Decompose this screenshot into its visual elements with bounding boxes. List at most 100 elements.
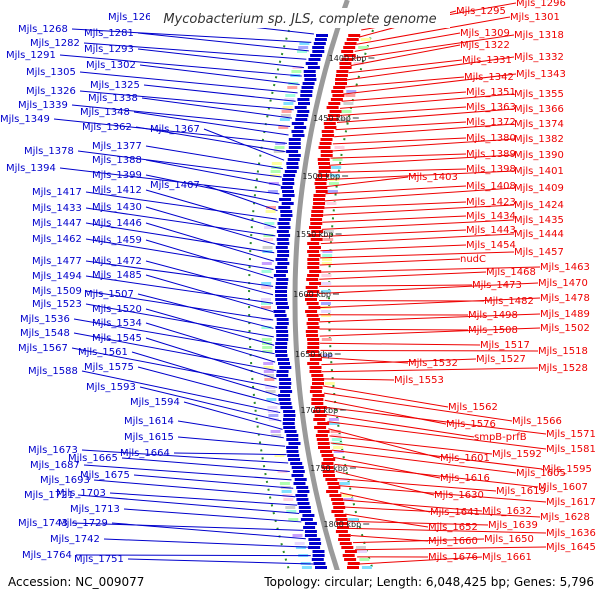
gene-label-mjls_1520[interactable]: Mjls_1520 (92, 304, 142, 315)
gene-label-mjls_1459[interactable]: Mjls_1459 (92, 235, 142, 246)
gene-label-mjls_1403[interactable]: Mjls_1403 (408, 172, 458, 183)
gene-label-mjls_1477[interactable]: Mjls_1477 (32, 256, 82, 267)
gene-label-mjls_1562[interactable]: Mjls_1562 (448, 402, 498, 413)
gene-label-mjls_1430[interactable]: Mjls_1430 (92, 202, 142, 213)
gene-label-mjls_1478[interactable]: Mjls_1478 (540, 293, 590, 304)
gene-label-mjls_1664[interactable]: Mjls_1664 (120, 448, 170, 459)
gene-label-mjls_1518[interactable]: Mjls_1518 (538, 346, 588, 357)
gene-label-mjls_1399[interactable]: Mjls_1399 (92, 170, 142, 181)
gene-label-mjls_1508[interactable]: Mjls_1508 (468, 325, 518, 336)
gene-label-mjls_1571[interactable]: Mjls_1571 (546, 429, 596, 440)
gene-label-mjls_1349[interactable]: Mjls_1349 (0, 114, 50, 125)
gene-label-mjls_1588[interactable]: Mjls_1588 (28, 366, 78, 377)
gene-label-mjls_1281[interactable]: Mjls_1281 (84, 28, 134, 39)
gene-label-mjls_1343[interactable]: Mjls_1343 (516, 69, 566, 80)
gene-label-mjls_1561[interactable]: Mjls_1561 (78, 347, 128, 358)
gene-label-mjls_1764[interactable]: Mjls_1764 (22, 550, 72, 561)
gene-label-mjls_1470[interactable]: Mjls_1470 (538, 278, 588, 289)
gene-label-mjls_1366[interactable]: Mjls_1366 (514, 104, 564, 115)
gene-label-mjls_1291[interactable]: Mjls_1291 (6, 50, 56, 61)
gene-label-mjls_1318[interactable]: Mjls_1318 (514, 30, 564, 41)
gene-label-mjls_1650[interactable]: Mjls_1650 (484, 534, 534, 545)
gene-label-mjls_1523[interactable]: Mjls_1523 (32, 299, 82, 310)
gene-label-mjls_1408[interactable]: Mjls_1408 (466, 181, 516, 192)
gene-label-mjls_1534[interactable]: Mjls_1534 (92, 318, 142, 329)
gene-label-mjls_1394[interactable]: Mjls_1394 (6, 163, 56, 174)
gene-label-mjls_1409[interactable]: Mjls_1409 (514, 183, 564, 194)
gene-label-mjls_1665[interactable]: Mjls_1665 (68, 453, 118, 464)
gene-label-mjls_1398[interactable]: Mjls_1398 (466, 164, 516, 175)
gene-label-mjls_1742[interactable]: Mjls_1742 (50, 534, 100, 545)
gene-label-mjls_1331[interactable]: Mjls_1331 (462, 55, 512, 66)
gene-label-mjls_1348[interactable]: Mjls_1348 (80, 107, 130, 118)
gene-label-mjls_1729[interactable]: Mjls_1729 (58, 518, 108, 529)
gene-label-mjls_1527[interactable]: Mjls_1527 (476, 354, 526, 365)
gene-label-mjls_1363[interactable]: Mjls_1363 (466, 102, 516, 113)
gene-label-mjls_1282[interactable]: Mjls_1282 (30, 38, 80, 49)
gene-label-mjls_1301[interactable]: Mjls_1301 (510, 12, 560, 23)
gene-label-mjls_1374[interactable]: Mjls_1374 (514, 119, 564, 130)
gene-label-mjls_1614[interactable]: Mjls_1614 (124, 416, 174, 427)
gene-label-mjls_1473[interactable]: Mjls_1473 (472, 280, 522, 291)
gene-label-nudc[interactable]: nudC (460, 254, 486, 265)
gene-label-mjls_1703[interactable]: Mjls_1703 (56, 488, 106, 499)
gene-label-mjls_1380[interactable]: Mjls_1380 (466, 133, 516, 144)
gene-label-mjls_1532[interactable]: Mjls_1532 (408, 358, 458, 369)
gene-label-mjls_1407[interactable]: Mjls_1407 (150, 180, 200, 191)
gene-label-mjls_1576[interactable]: Mjls_1576 (446, 419, 496, 430)
gene-label-mjls_1417[interactable]: Mjls_1417 (32, 187, 82, 198)
gene-label-mjls_1687[interactable]: Mjls_1687 (30, 460, 80, 471)
gene-label-mjls_1325[interactable]: Mjls_1325 (90, 80, 140, 91)
gene-label-mjls_1463[interactable]: Mjls_1463 (540, 262, 590, 273)
gene-label-mjls_1362[interactable]: Mjls_1362 (82, 122, 132, 133)
gene-label-mjls_1566[interactable]: Mjls_1566 (512, 416, 562, 427)
gene-label-mjls_1322[interactable]: Mjls_1322 (460, 40, 510, 51)
gene-label-mjls_1615[interactable]: Mjls_1615 (124, 432, 174, 443)
gene-label-mjls_1339[interactable]: Mjls_1339 (18, 100, 68, 111)
gene-label-mjls_1593[interactable]: Mjls_1593 (86, 382, 136, 393)
gene-label-mjls_1482[interactable]: Mjls_1482 (484, 296, 534, 307)
gene-label-mjls_1636[interactable]: Mjls_1636 (546, 528, 596, 539)
gene-label-mjls_1355[interactable]: Mjls_1355 (514, 89, 564, 100)
gene-label-mjls_1296[interactable]: Mjls_1296 (516, 0, 566, 9)
gene-label-mjls_1673[interactable]: Mjls_1673 (28, 445, 78, 456)
gene-label-mjls_1457[interactable]: Mjls_1457 (514, 247, 564, 258)
gene-label-mjls_1575[interactable]: Mjls_1575 (84, 362, 134, 373)
gene-label-mjls_1444[interactable]: Mjls_1444 (514, 229, 564, 240)
gene-label-mjls_1601[interactable]: Mjls_1601 (440, 453, 490, 464)
gene-label-mjls_1454[interactable]: Mjls_1454 (466, 240, 516, 251)
gene-label-mjls_1424[interactable]: Mjls_1424 (514, 200, 564, 211)
gene-label-mjls_1641[interactable]: Mjls_1641 (430, 507, 480, 518)
gene-label-mjls_1595[interactable]: Mjls_1595 (542, 464, 592, 475)
gene-label-mjls_1338[interactable]: Mjls_1338 (88, 93, 138, 104)
gene-label-mjls_1507[interactable]: Mjls_1507 (84, 289, 134, 300)
gene-label-mjls_1567[interactable]: Mjls_1567 (18, 343, 68, 354)
gene-label-mjls_1721[interactable]: Mjls_1721 (24, 490, 74, 501)
gene-label-mjls_1693[interactable]: Mjls_1693 (40, 475, 90, 486)
gene-label-mjls_1619[interactable]: Mjls_1619 (496, 486, 546, 497)
gene-label-mjls_1372[interactable]: Mjls_1372 (466, 117, 516, 128)
gene-label-mjls_1502[interactable]: Mjls_1502 (540, 323, 590, 334)
gene-label-mjls_1661[interactable]: Mjls_1661 (482, 552, 532, 563)
gene-label-mjls_1434[interactable]: Mjls_1434 (466, 211, 516, 222)
gene-label-mjls_1433[interactable]: Mjls_1433 (32, 203, 82, 214)
gene-label-mjls_1293[interactable]: Mjls_1293 (84, 44, 134, 55)
gene-label-mjls_1617[interactable]: Mjls_1617 (546, 497, 596, 508)
gene-label-mjls_1443[interactable]: Mjls_1443 (466, 225, 516, 236)
gene-label-mjls_1302[interactable]: Mjls_1302 (86, 60, 136, 71)
gene-label-mjls_1632[interactable]: Mjls_1632 (482, 506, 532, 517)
gene-label-mjls_1628[interactable]: Mjls_1628 (540, 512, 590, 523)
gene-label-mjls_1645[interactable]: Mjls_1645 (546, 542, 596, 553)
gene-label-mjls_1605[interactable]: Mjls_1605 (516, 468, 566, 479)
gene-label-mjls_1675[interactable]: Mjls_1675 (80, 470, 130, 481)
gene-label-mjls_1309[interactable]: Mjls_1309 (460, 28, 510, 39)
gene-label-mjls_1268[interactable]: Mjls_1268 (18, 24, 68, 35)
gene-label-mjls_1489[interactable]: Mjls_1489 (540, 309, 590, 320)
gene-label-mjls_1266[interactable]: Mjls_1266 (108, 12, 158, 23)
gene-label-mjls_1378[interactable]: Mjls_1378 (24, 146, 74, 157)
gene-label-mjls_1743[interactable]: Mjls_1743 (18, 518, 68, 529)
gene-label-mjls_1494[interactable]: Mjls_1494 (32, 271, 82, 282)
gene-label-mjls_1594[interactable]: Mjls_1594 (130, 397, 180, 408)
gene-label-mjls_1388[interactable]: Mjls_1388 (92, 155, 142, 166)
gene-label-mjls_1468[interactable]: Mjls_1468 (486, 267, 536, 278)
